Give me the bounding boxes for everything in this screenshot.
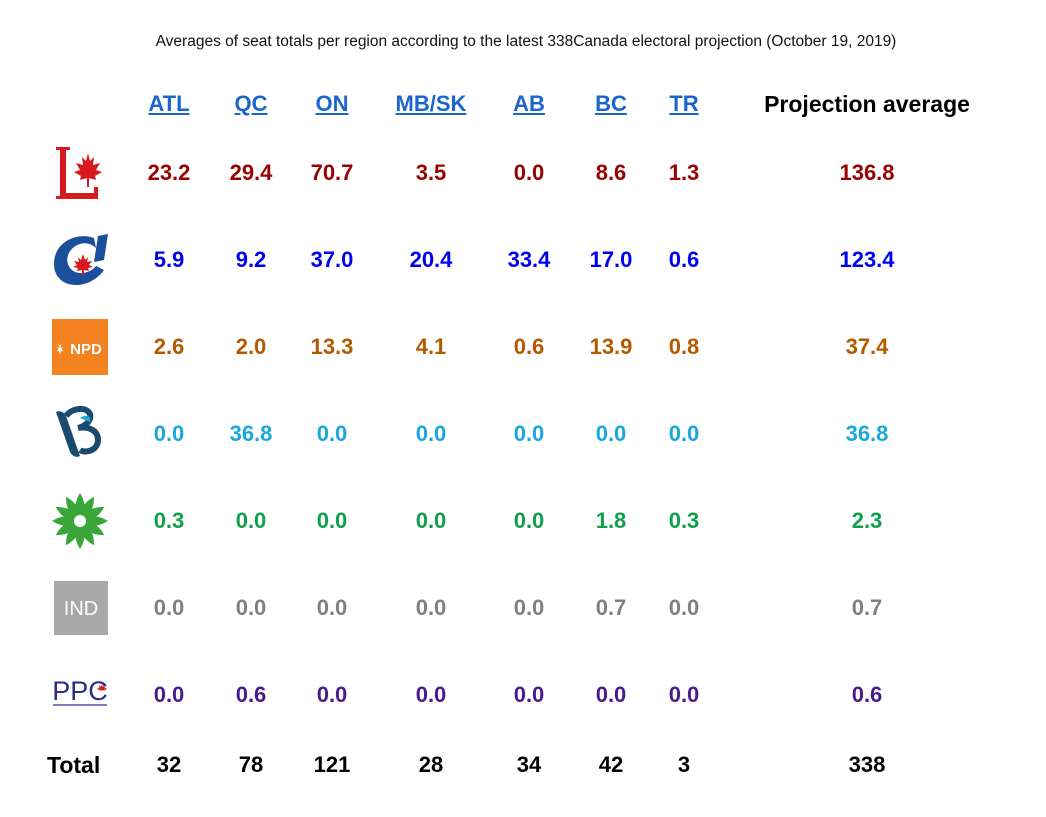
cell-ppc-bc: 0.0 — [595, 682, 627, 707]
cell-ppc-average: 0.6 — [851, 682, 883, 707]
cell-conservative-on: 37.0 — [310, 247, 354, 272]
column-header-atl[interactable]: ATL — [148, 91, 190, 116]
conservative-logo — [54, 234, 108, 286]
cell-bloc-average: 36.8 — [845, 421, 889, 446]
total-average: 338 — [848, 752, 886, 777]
ppc-logo: PPC — [52, 676, 108, 706]
cell-conservative-mb-sk: 20.4 — [409, 247, 453, 272]
svg-text:NPD: NPD — [70, 341, 102, 358]
column-header-tr[interactable]: TR — [669, 91, 699, 116]
cell-ind-qc: 0.0 — [235, 595, 267, 620]
cell-green-tr: 0.3 — [668, 508, 700, 533]
cell-liberal-on: 70.7 — [310, 160, 354, 185]
cell-ind-average: 0.7 — [851, 595, 883, 620]
cell-green-ab: 0.0 — [513, 508, 545, 533]
cell-npd-atl: 2.6 — [153, 334, 185, 359]
total-tr: 3 — [677, 752, 691, 777]
total-on: 121 — [313, 752, 351, 777]
cell-ind-on: 0.0 — [316, 595, 348, 620]
cell-ppc-qc: 0.6 — [235, 682, 267, 707]
cell-bloc-qc: 36.8 — [229, 421, 273, 446]
cell-npd-qc: 2.0 — [235, 334, 267, 359]
svg-text:IND: IND — [64, 598, 98, 620]
cell-npd-tr: 0.8 — [668, 334, 700, 359]
ind-logo: IND — [54, 581, 108, 635]
cell-liberal-mb-sk: 3.5 — [415, 160, 447, 185]
green-logo — [52, 493, 108, 549]
cell-liberal-average: 136.8 — [839, 160, 895, 185]
cell-npd-average: 37.4 — [845, 334, 889, 359]
cell-liberal-ab: 0.0 — [513, 160, 545, 185]
bloc-logo — [56, 406, 102, 457]
cell-bloc-atl: 0.0 — [153, 421, 185, 446]
cell-bloc-on: 0.0 — [316, 421, 348, 446]
cell-green-average: 2.3 — [851, 508, 883, 533]
cell-npd-bc: 13.9 — [589, 334, 633, 359]
cell-conservative-ab: 33.4 — [507, 247, 551, 272]
cell-liberal-bc: 8.6 — [595, 160, 627, 185]
column-header-bc[interactable]: BC — [595, 91, 627, 116]
column-header-mb-sk[interactable]: MB/SK — [395, 91, 467, 116]
total-ab: 34 — [516, 752, 542, 777]
cell-ind-atl: 0.0 — [153, 595, 185, 620]
cell-green-on: 0.0 — [316, 508, 348, 533]
cell-ppc-ab: 0.0 — [513, 682, 545, 707]
cell-ppc-on: 0.0 — [316, 682, 348, 707]
total-bc: 42 — [598, 752, 624, 777]
column-header-projection-average: Projection average — [764, 91, 970, 117]
cell-green-atl: 0.3 — [153, 508, 185, 533]
cell-conservative-bc: 17.0 — [589, 247, 633, 272]
npd-logo: NPD — [52, 319, 108, 375]
chart-title: Averages of seat totals per region accor… — [155, 33, 897, 50]
cell-npd-on: 13.3 — [310, 334, 354, 359]
cell-green-mb-sk: 0.0 — [415, 508, 447, 533]
cell-ind-mb-sk: 0.0 — [415, 595, 447, 620]
cell-bloc-mb-sk: 0.0 — [415, 421, 447, 446]
cell-conservative-tr: 0.6 — [668, 247, 700, 272]
cell-ppc-atl: 0.0 — [153, 682, 185, 707]
cell-ind-ab: 0.0 — [513, 595, 545, 620]
cell-liberal-atl: 23.2 — [147, 160, 191, 185]
total-qc: 78 — [238, 752, 264, 777]
cell-ind-tr: 0.0 — [668, 595, 700, 620]
cell-conservative-qc: 9.2 — [235, 247, 267, 272]
cell-bloc-ab: 0.0 — [513, 421, 545, 446]
cell-liberal-qc: 29.4 — [229, 160, 273, 185]
total-atl: 32 — [156, 752, 182, 777]
svg-text:PPC: PPC — [52, 676, 108, 706]
cell-conservative-average: 123.4 — [839, 247, 895, 272]
liberal-logo — [56, 147, 102, 199]
cell-green-bc: 1.8 — [595, 508, 627, 533]
total-label: Total — [47, 752, 101, 778]
cell-conservative-atl: 5.9 — [153, 247, 185, 272]
cell-ind-bc: 0.7 — [595, 595, 627, 620]
cell-ppc-mb-sk: 0.0 — [415, 682, 447, 707]
cell-npd-ab: 0.6 — [513, 334, 545, 359]
total-mb-sk: 28 — [418, 752, 444, 777]
cell-bloc-tr: 0.0 — [668, 421, 700, 446]
column-header-qc[interactable]: QC — [234, 91, 268, 116]
cell-ppc-tr: 0.0 — [668, 682, 700, 707]
cell-bloc-bc: 0.0 — [595, 421, 627, 446]
cell-green-qc: 0.0 — [235, 508, 267, 533]
cell-npd-mb-sk: 4.1 — [415, 334, 447, 359]
column-header-ab[interactable]: AB — [513, 91, 545, 116]
cell-liberal-tr: 1.3 — [668, 160, 700, 185]
column-header-on[interactable]: ON — [315, 91, 349, 116]
